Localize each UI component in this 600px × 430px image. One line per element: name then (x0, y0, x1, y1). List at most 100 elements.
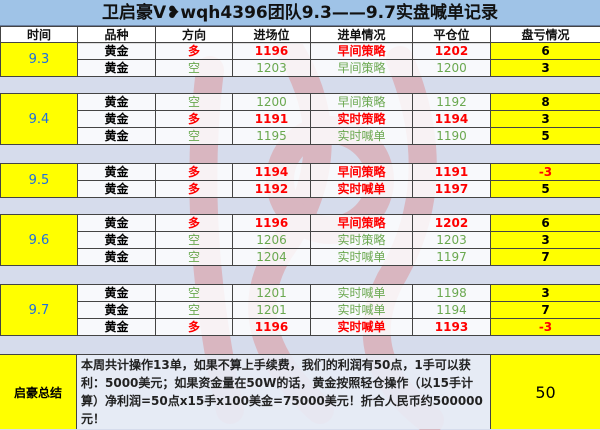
date-cell: 9.7 (1, 285, 78, 336)
column-header: 平仓位 (413, 27, 491, 44)
exit-cell: 1203 (413, 232, 491, 249)
direction-cell: 多 (156, 215, 233, 232)
exit-cell: 1190 (413, 128, 491, 145)
exit-cell: 1198 (413, 285, 491, 302)
entry-cell: 1192 (233, 181, 311, 198)
exit-cell: 1197 (413, 181, 491, 198)
product-cell: 黄金 (78, 43, 156, 60)
order-type-cell: 实时策略 (311, 232, 413, 249)
product-cell: 黄金 (78, 111, 156, 128)
product-cell: 黄金 (78, 94, 156, 111)
profit-loss-cell: 6 (491, 43, 600, 60)
profit-loss-cell: -3 (491, 164, 600, 181)
profit-loss-cell: 5 (491, 181, 600, 198)
order-type-cell: 实时喊单 (311, 181, 413, 198)
direction-cell: 空 (156, 232, 233, 249)
order-type-cell: 实时策略 (311, 111, 413, 128)
direction-cell: 多 (156, 319, 233, 336)
exit-cell: 1193 (413, 319, 491, 336)
product-cell: 黄金 (78, 164, 156, 181)
order-type-cell: 实时喊单 (311, 319, 413, 336)
profit-loss-cell: -3 (491, 319, 600, 336)
exit-cell: 1194 (413, 302, 491, 319)
exit-cell: 1197 (413, 249, 491, 266)
column-header: 盘亏情况 (491, 27, 600, 44)
column-header: 方向 (156, 27, 233, 44)
direction-cell: 多 (156, 181, 233, 198)
profit-loss-cell: 8 (491, 94, 600, 111)
date-cell: 9.4 (1, 94, 78, 145)
entry-cell: 1194 (233, 164, 311, 181)
order-type-cell: 实时喊单 (311, 302, 413, 319)
order-type-cell: 实时喊单 (311, 249, 413, 266)
order-type-cell: 实时喊单 (311, 285, 413, 302)
direction-cell: 空 (156, 285, 233, 302)
date-cell: 9.6 (1, 215, 78, 266)
product-cell: 黄金 (78, 285, 156, 302)
entry-cell: 1204 (233, 249, 311, 266)
profit-loss-cell: 3 (491, 111, 600, 128)
summary-text: 本周共计操作13单，如果不算上手续费，我们的利润有50点，1手可以获利：5000… (77, 355, 490, 429)
entry-cell: 1203 (233, 60, 311, 77)
page-title: 卫启豪V❥wqh4396团队9.3——9.7实盘喊单记录 (0, 0, 600, 26)
exit-cell: 1191 (413, 164, 491, 181)
direction-cell: 多 (156, 111, 233, 128)
profit-loss-cell: 6 (491, 215, 600, 232)
entry-cell: 1200 (233, 94, 311, 111)
direction-cell: 空 (156, 60, 233, 77)
exit-cell: 1202 (413, 215, 491, 232)
order-type-cell: 早间策略 (311, 215, 413, 232)
direction-cell: 空 (156, 94, 233, 111)
entry-cell: 1191 (233, 111, 311, 128)
entry-cell: 1196 (233, 319, 311, 336)
profit-loss-cell: 7 (491, 249, 600, 266)
exit-cell: 1200 (413, 60, 491, 77)
entry-cell: 1206 (233, 232, 311, 249)
product-cell: 黄金 (78, 302, 156, 319)
date-cell: 9.3 (1, 43, 78, 77)
column-header: 时间 (1, 27, 78, 44)
column-header: 进场位 (233, 27, 311, 44)
summary-row: 启豪总结 本周共计操作13单，如果不算上手续费，我们的利润有50点，1手可以获利… (0, 354, 600, 428)
order-type-cell: 早间策略 (311, 60, 413, 77)
product-cell: 黄金 (78, 232, 156, 249)
entry-cell: 1196 (233, 43, 311, 60)
profit-loss-cell: 3 (491, 60, 600, 77)
product-cell: 黄金 (78, 60, 156, 77)
direction-cell: 空 (156, 128, 233, 145)
product-cell: 黄金 (78, 181, 156, 198)
date-cell: 9.5 (1, 164, 78, 198)
product-cell: 黄金 (78, 215, 156, 232)
product-cell: 黄金 (78, 249, 156, 266)
order-type-cell: 早间策略 (311, 94, 413, 111)
order-type-cell: 早间策略 (311, 164, 413, 181)
product-cell: 黄金 (78, 128, 156, 145)
direction-cell: 多 (156, 43, 233, 60)
exit-cell: 1192 (413, 94, 491, 111)
entry-cell: 1196 (233, 215, 311, 232)
direction-cell: 空 (156, 249, 233, 266)
product-cell: 黄金 (78, 319, 156, 336)
entry-cell: 1195 (233, 128, 311, 145)
entry-cell: 1201 (233, 285, 311, 302)
exit-cell: 1194 (413, 111, 491, 128)
profit-loss-cell: 5 (491, 128, 600, 145)
